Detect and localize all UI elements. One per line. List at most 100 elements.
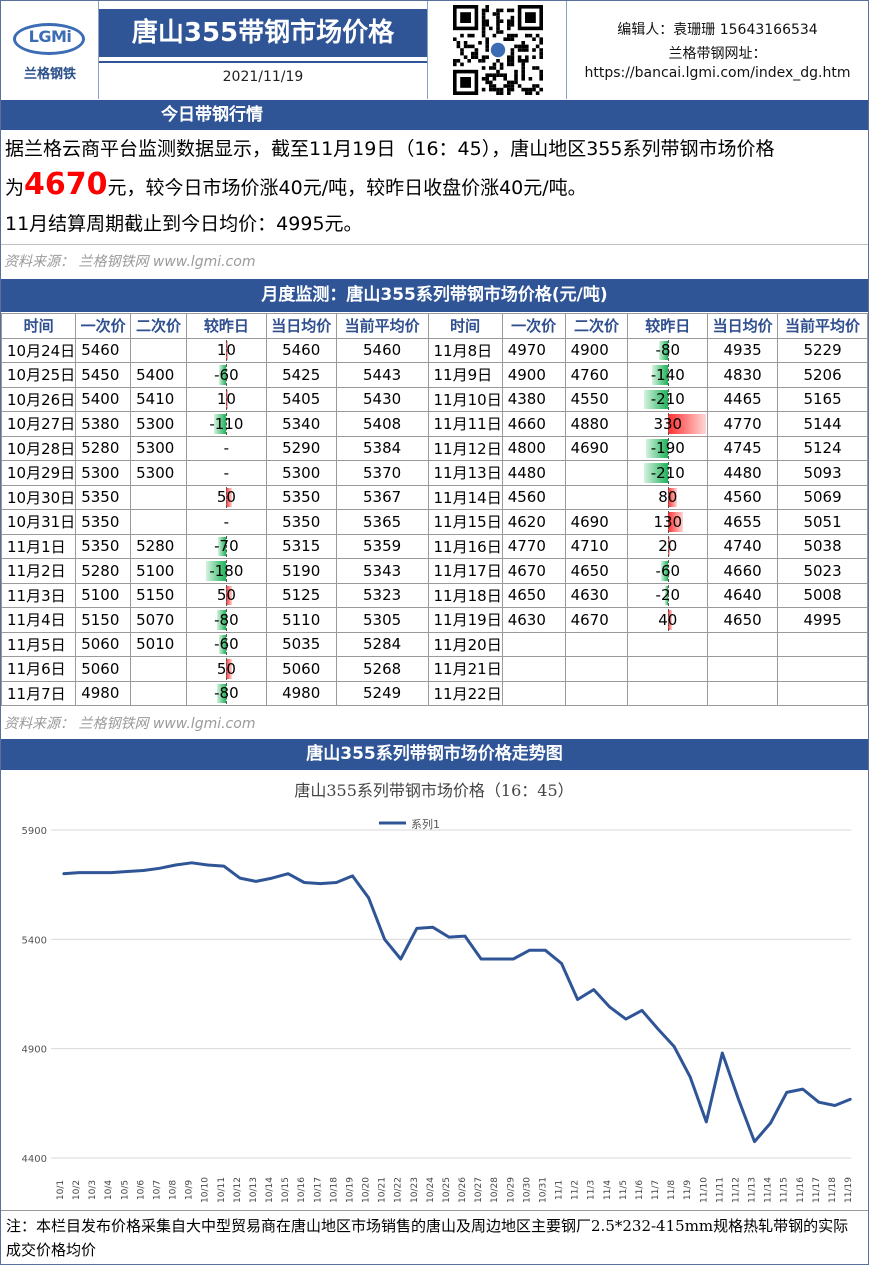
monthly-bar: 月度监测：唐山355系列带钢市场价格(元/吨) (1, 279, 868, 312)
first-price-cell: 5060 (75, 631, 132, 657)
data-point (785, 1091, 788, 1094)
change-value: 80 (658, 488, 678, 507)
qr-module (521, 62, 525, 67)
first-price-cell: 5450 (75, 362, 132, 388)
current-avg-cell: 5343 (335, 558, 429, 584)
date-cell: 11月4日 (0, 607, 77, 633)
data-point (287, 872, 289, 875)
second-price-cell (130, 484, 188, 510)
first-price-cell: 4770 (501, 533, 566, 559)
zero-axis-line (226, 658, 228, 680)
x-tick-label: 10/10 (201, 1177, 211, 1203)
change-cell: -80 (186, 607, 267, 633)
qr-module (492, 12, 497, 16)
col-header: 当日均价 (265, 313, 337, 339)
change-cell: -210 (627, 460, 709, 486)
second-price-cell (130, 680, 188, 706)
qr-module (514, 80, 518, 85)
qr-module (539, 73, 543, 77)
current-avg-cell: 4995 (777, 607, 868, 633)
table-row: 10月25日 5450 5400 -60 5425 5443 11月9日 4900 4760 -1… (0, 362, 868, 388)
x-tick-label: 10/25 (442, 1177, 452, 1203)
x-tick-label: 11/7 (651, 1180, 661, 1200)
second-price-cell: 4550 (564, 386, 629, 412)
second-price-cell (564, 484, 629, 510)
series-line (62, 861, 852, 1144)
daily-avg-cell: 5190 (265, 558, 337, 584)
x-tick-label: 11/10 (699, 1177, 709, 1203)
qr-module (481, 23, 486, 27)
daily-avg-cell: 4480 (707, 460, 779, 486)
change-cell: -60 (627, 558, 709, 584)
data-point (753, 1140, 756, 1143)
qr-module (481, 66, 486, 70)
daily-avg-cell: 5405 (265, 386, 337, 412)
first-price-cell: 5380 (75, 411, 132, 437)
second-price-cell: 5280 (130, 533, 188, 559)
zero-axis-line (226, 560, 228, 582)
change-value: -210 (650, 463, 685, 482)
daily-avg-cell: 4830 (707, 362, 779, 388)
qr-module (510, 37, 515, 41)
change-cell: -140 (627, 362, 709, 388)
table-body: 10月24日 5460 10 5460 5460 11月8日 4970 4900 -80 4935… (0, 337, 868, 706)
qr-module (510, 33, 515, 38)
qr-module (489, 87, 493, 92)
date-cell: 11月8日 (427, 337, 503, 363)
date-cell: 10月31日 (0, 509, 77, 535)
data-point (62, 872, 64, 875)
col-header: 较昨日 (186, 313, 267, 339)
x-tick-label: 11/12 (731, 1177, 741, 1203)
qr-module (460, 33, 464, 38)
qr-module (510, 80, 515, 85)
qr-module (485, 55, 489, 59)
table-row: 10月31日 5350-5350 5365 11月15日 4620 4690 130 4655… (0, 509, 868, 535)
table-row: 11月3日 5100 5150 50 5125 5323 11月18日 4650 4630 -20… (0, 582, 868, 608)
qr-module (510, 59, 515, 63)
data-point (801, 1088, 804, 1090)
qr-module (507, 91, 511, 95)
qr-module (471, 33, 475, 38)
qr-module (485, 8, 489, 13)
table-header-row: 时间 一次价 二次价 较昨日 当日均价 当前平均价 时间 一次价 二次价 较昨日 当日均价 当前平均价 (0, 313, 868, 339)
qr-module (456, 44, 461, 49)
current-avg-cell: 5051 (777, 509, 868, 535)
qr-module (496, 23, 500, 27)
qr-module (474, 51, 479, 56)
current-avg-cell: 5305 (335, 607, 429, 633)
data-point (576, 998, 579, 1001)
change-value: -70 (214, 537, 239, 556)
monthly-source: 资料来源： 兰格钢铁网 www.lgmi.com (4, 716, 256, 732)
data-point (608, 1006, 611, 1008)
qr-module (485, 5, 489, 9)
data-point (818, 1101, 820, 1104)
qr-module (517, 44, 522, 49)
x-tick-label: 10/5 (120, 1180, 130, 1200)
qr-module (521, 48, 525, 52)
qr-module (521, 87, 525, 92)
qr-module (535, 66, 540, 70)
date-cell: 11月13日 (427, 460, 503, 486)
qr-module (539, 37, 543, 41)
table-row: 11月4日 5150 5070 -80 5110 5305 11月19日 4630 4670 40… (0, 607, 868, 633)
first-price-cell: 5400 (75, 386, 132, 412)
table-row: 10月26日 5400 5410 10 5405 5430 11月10日 4380 4550 -2… (0, 386, 868, 412)
daily-avg-cell: 5460 (265, 337, 337, 363)
data-point (126, 870, 129, 873)
qr-module (492, 84, 497, 88)
first-price-cell: 5150 (75, 607, 132, 633)
site-url[interactable]: https://bancai.lgmi.com/index_dg.htm (584, 65, 851, 81)
change-cell: 50 (186, 484, 267, 510)
current-avg-cell: 5093 (777, 460, 868, 486)
qr-module (453, 37, 457, 41)
second-price-cell: 5400 (130, 362, 188, 388)
change-value: 330 (653, 414, 683, 433)
qr-module (510, 87, 515, 92)
zero-axis-line (667, 511, 669, 533)
increase-bar (226, 659, 233, 679)
qr-module (503, 37, 507, 41)
qr-module (460, 48, 464, 52)
info-block: 编辑人：袁珊珊 15643166534 兰格带钢网址： https://banc… (567, 1, 868, 99)
qr-module (485, 77, 489, 81)
logo-oval-icon (13, 23, 85, 55)
